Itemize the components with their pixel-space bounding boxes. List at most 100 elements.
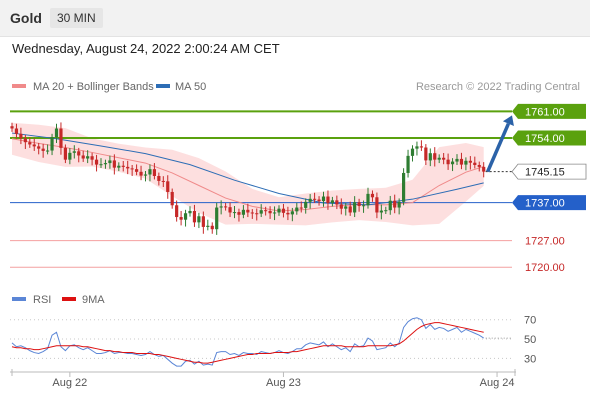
candle [117, 162, 121, 172]
candle [442, 153, 446, 165]
candle [397, 198, 401, 215]
rsi-lines [11, 317, 512, 367]
candle [464, 157, 468, 171]
price-level-value: 1727.00 [525, 236, 565, 248]
candle [317, 196, 321, 206]
candle [179, 210, 183, 226]
rsi-ma9-line [11, 322, 484, 364]
candle [161, 176, 165, 188]
candle [201, 211, 205, 234]
candle [32, 138, 36, 151]
candle [286, 206, 290, 221]
candle [339, 198, 343, 215]
ma9-legend-swatch [62, 297, 76, 301]
candle [255, 208, 259, 221]
candle [188, 206, 192, 217]
candle [353, 196, 357, 218]
ma50-legend-swatch [156, 84, 170, 88]
candle [139, 165, 143, 181]
time-axis-label: Aug 22 [52, 377, 87, 389]
candle [428, 148, 432, 167]
rsi-tick-label: 70 [524, 315, 536, 327]
candle [99, 158, 103, 169]
price-level-tag: 1761.00 [512, 103, 586, 119]
price-level-value: 1720.00 [525, 262, 565, 274]
ma20-line [11, 138, 484, 212]
candle [14, 123, 19, 139]
candle [410, 145, 415, 162]
candle [19, 127, 23, 145]
candle [37, 142, 41, 155]
candle [379, 204, 383, 220]
moving-averages [11, 132, 484, 212]
candle [170, 188, 174, 209]
candle [183, 209, 188, 227]
candle [192, 204, 197, 227]
candle [361, 200, 366, 213]
price-level-value: 1737.00 [525, 198, 565, 210]
candle [450, 158, 455, 172]
candle [415, 141, 419, 156]
candle [28, 137, 32, 148]
candle [402, 168, 406, 206]
price-level-lines [10, 110, 512, 268]
candle [175, 200, 179, 222]
candle [344, 202, 348, 216]
candlesticks [10, 122, 486, 235]
candle [148, 164, 152, 182]
candle [46, 144, 50, 155]
candle [313, 192, 317, 203]
candle [81, 150, 85, 162]
candle [272, 206, 277, 221]
chart-header: Gold 30 MIN [0, 0, 590, 37]
candle [348, 201, 352, 216]
candle [197, 212, 201, 229]
candle [277, 205, 281, 216]
candle [473, 156, 477, 169]
candle [224, 202, 228, 211]
candle [241, 205, 245, 219]
price-level-tag: 1745.15 [511, 163, 587, 180]
candle [455, 154, 459, 165]
candle [393, 194, 397, 214]
candle [295, 202, 299, 215]
projection-arrow-shaft [486, 122, 511, 173]
candle [215, 202, 219, 235]
time-axis-label: Aug 23 [266, 377, 301, 389]
timeframe-selector[interactable]: 30 MIN [50, 8, 103, 28]
candle [388, 195, 392, 215]
candle [108, 155, 112, 169]
timestamp: Wednesday, August 24, 2022 2:00:24 AM CE… [12, 41, 280, 56]
candle [130, 164, 134, 176]
candle [10, 122, 14, 132]
projection-arrow-head [502, 115, 514, 127]
ma9-legend-label: 9MA [82, 294, 105, 306]
candle [228, 202, 232, 218]
candle [459, 152, 464, 170]
bollinger-bands [12, 122, 484, 226]
rsi-line [11, 317, 484, 367]
candle [59, 122, 63, 155]
candle [121, 160, 125, 172]
candle [437, 154, 441, 164]
candle [77, 147, 81, 163]
candle [41, 143, 45, 158]
candle [433, 147, 437, 167]
rsi-legend-swatch [12, 297, 26, 301]
candle [477, 161, 481, 172]
candle [68, 148, 72, 165]
rsi-grid: 70 50 30 [10, 315, 536, 365]
candle [326, 190, 330, 210]
candle [86, 150, 90, 164]
candle [210, 222, 214, 234]
candle [264, 206, 268, 216]
price-level-tag: 1737.00 [512, 195, 586, 211]
candle [366, 187, 370, 209]
candle [290, 207, 294, 222]
candle [232, 206, 237, 219]
candle [446, 153, 450, 170]
time-axis: Aug 22 Aug 23 Aug 24 [10, 369, 516, 389]
candle [308, 194, 312, 209]
candle [424, 144, 428, 165]
